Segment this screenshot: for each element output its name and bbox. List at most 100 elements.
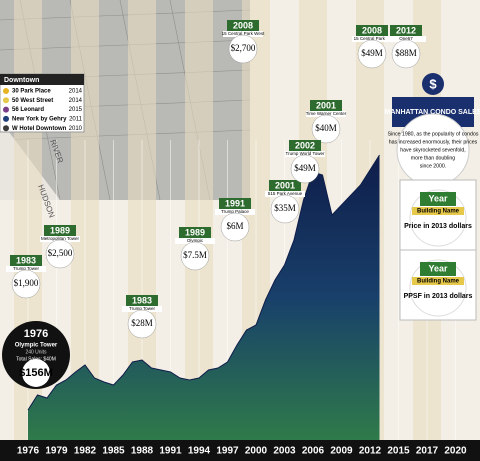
callout-year: 2001 [316, 100, 336, 110]
callout-price-bg [220, 212, 250, 242]
x-tick-label: 1982 [74, 446, 97, 457]
callout-price: $88M [395, 48, 417, 58]
callout-price: $49M [294, 163, 316, 173]
callout-price: $7.5M [183, 250, 207, 260]
title-icon [422, 73, 444, 95]
callout-name: Trump World Tower [286, 151, 325, 156]
legend-swatch [3, 88, 9, 94]
x-tick-label: 2006 [302, 446, 325, 457]
record-units: 240 Units [25, 349, 47, 355]
callout-year-bg [179, 227, 211, 238]
callout-name-bg [386, 36, 426, 42]
legend-year: 2014 [69, 89, 83, 95]
callout-year-bg [10, 255, 42, 266]
callout-name-bg [265, 191, 305, 197]
callout-price-bg [11, 269, 41, 299]
callout-name: Trump Tower [129, 306, 156, 311]
callout-price-bg [270, 194, 300, 224]
area-fill [28, 155, 380, 440]
callout-name-bg [285, 151, 325, 157]
key-value: PPSF in 2013 dollars [404, 293, 473, 300]
callout-year-bg [219, 198, 251, 209]
callout-price: $49M [361, 48, 383, 58]
callout-year: 2002 [295, 140, 315, 150]
x-tick-label: 2009 [330, 446, 353, 457]
description: has increased enormously, their prices [389, 139, 478, 145]
callout-name-bg [6, 266, 46, 272]
x-tick-label: 2003 [273, 446, 296, 457]
legend-year: 2014 [69, 98, 83, 104]
x-tick-label: 2020 [444, 446, 467, 457]
key-value: Price in 2013 dollars [404, 223, 472, 230]
callout-year: 2008 [362, 25, 382, 35]
x-tick-label: 1991 [159, 446, 182, 457]
callout-year: 1989 [50, 225, 70, 235]
legend-label: 56 Leonard [12, 107, 44, 113]
key-name-bg [412, 207, 464, 215]
legend-header [0, 74, 84, 85]
callout-name: Time Warner Center [306, 111, 347, 116]
callout-year-bg [126, 295, 158, 306]
x-tick-label: 1997 [216, 446, 239, 457]
callout-price-bg [357, 39, 387, 69]
legend-label: New York by Gehry [12, 116, 67, 122]
legend-swatch [3, 97, 9, 104]
callout-price-bg [311, 114, 341, 144]
record-price: $156M [19, 367, 53, 379]
record-circle [2, 321, 70, 389]
callout-price-bg [45, 239, 75, 269]
description: Since 1980, as the popularity of condos [388, 131, 479, 137]
callout-name: 15 Central Park W [354, 36, 392, 41]
callout-price-bg [290, 154, 320, 184]
callout-year-bg [269, 180, 301, 191]
callout-price: $2,700 [231, 43, 256, 53]
callout-year-bg [356, 25, 388, 36]
key-name-bg [412, 277, 464, 285]
callout-name: Metropolitan Tower [41, 236, 79, 241]
callout-price: $40M [315, 123, 337, 133]
callout-name-bg [175, 238, 215, 244]
key-year: Year [428, 193, 448, 203]
callout-name-bg [122, 306, 162, 312]
legend-swatch [3, 115, 9, 122]
callout-name-bg [306, 111, 346, 117]
key-year: Year [428, 263, 448, 273]
callout-name: 515 Park Avenue [268, 191, 303, 196]
key-year-bg [420, 192, 456, 206]
callout-year: 2001 [275, 180, 295, 190]
callout-year: 1989 [185, 227, 205, 237]
callout-price: $1,900 [14, 278, 39, 288]
record-year: 1976 [24, 328, 48, 340]
x-tick-label: 1976 [17, 446, 40, 457]
callout-year: 1983 [132, 295, 152, 305]
area-line [27, 154, 380, 411]
callout-price-bg [180, 241, 210, 271]
description: since 2000. [420, 163, 447, 169]
callout-name: Trump Palace [221, 209, 249, 214]
legend-label: 50 West Street [12, 98, 53, 104]
callout-year-bg [44, 225, 76, 236]
callout-name: Trump Tower [13, 266, 40, 271]
description: more than doubling [411, 155, 456, 161]
callout-price: $6M [226, 221, 243, 231]
callout-year: 2008 [233, 20, 253, 30]
legend-label: W Hotel Downtown [12, 126, 67, 132]
callout-year: 1983 [16, 255, 36, 265]
key-name: Building Name [417, 279, 460, 285]
callout-name-bg [223, 31, 263, 37]
callout-year-bg [227, 20, 259, 31]
callout-name-bg [40, 236, 80, 242]
callout-year: 2012 [396, 25, 416, 35]
title-symbol: $ [429, 76, 437, 91]
record-price-bg [22, 359, 50, 387]
callout-name: One57 [399, 36, 413, 41]
callout-price-bg [228, 34, 258, 64]
key-name: Building Name [417, 209, 460, 215]
legend-year: 2015 [69, 107, 83, 113]
x-tick-label: 1994 [188, 446, 211, 457]
x-tick-label: 2017 [416, 446, 439, 457]
legend-title: Downtown [4, 77, 39, 84]
legend-label: 30 Park Place [12, 89, 51, 95]
key-year-bg [420, 262, 456, 276]
